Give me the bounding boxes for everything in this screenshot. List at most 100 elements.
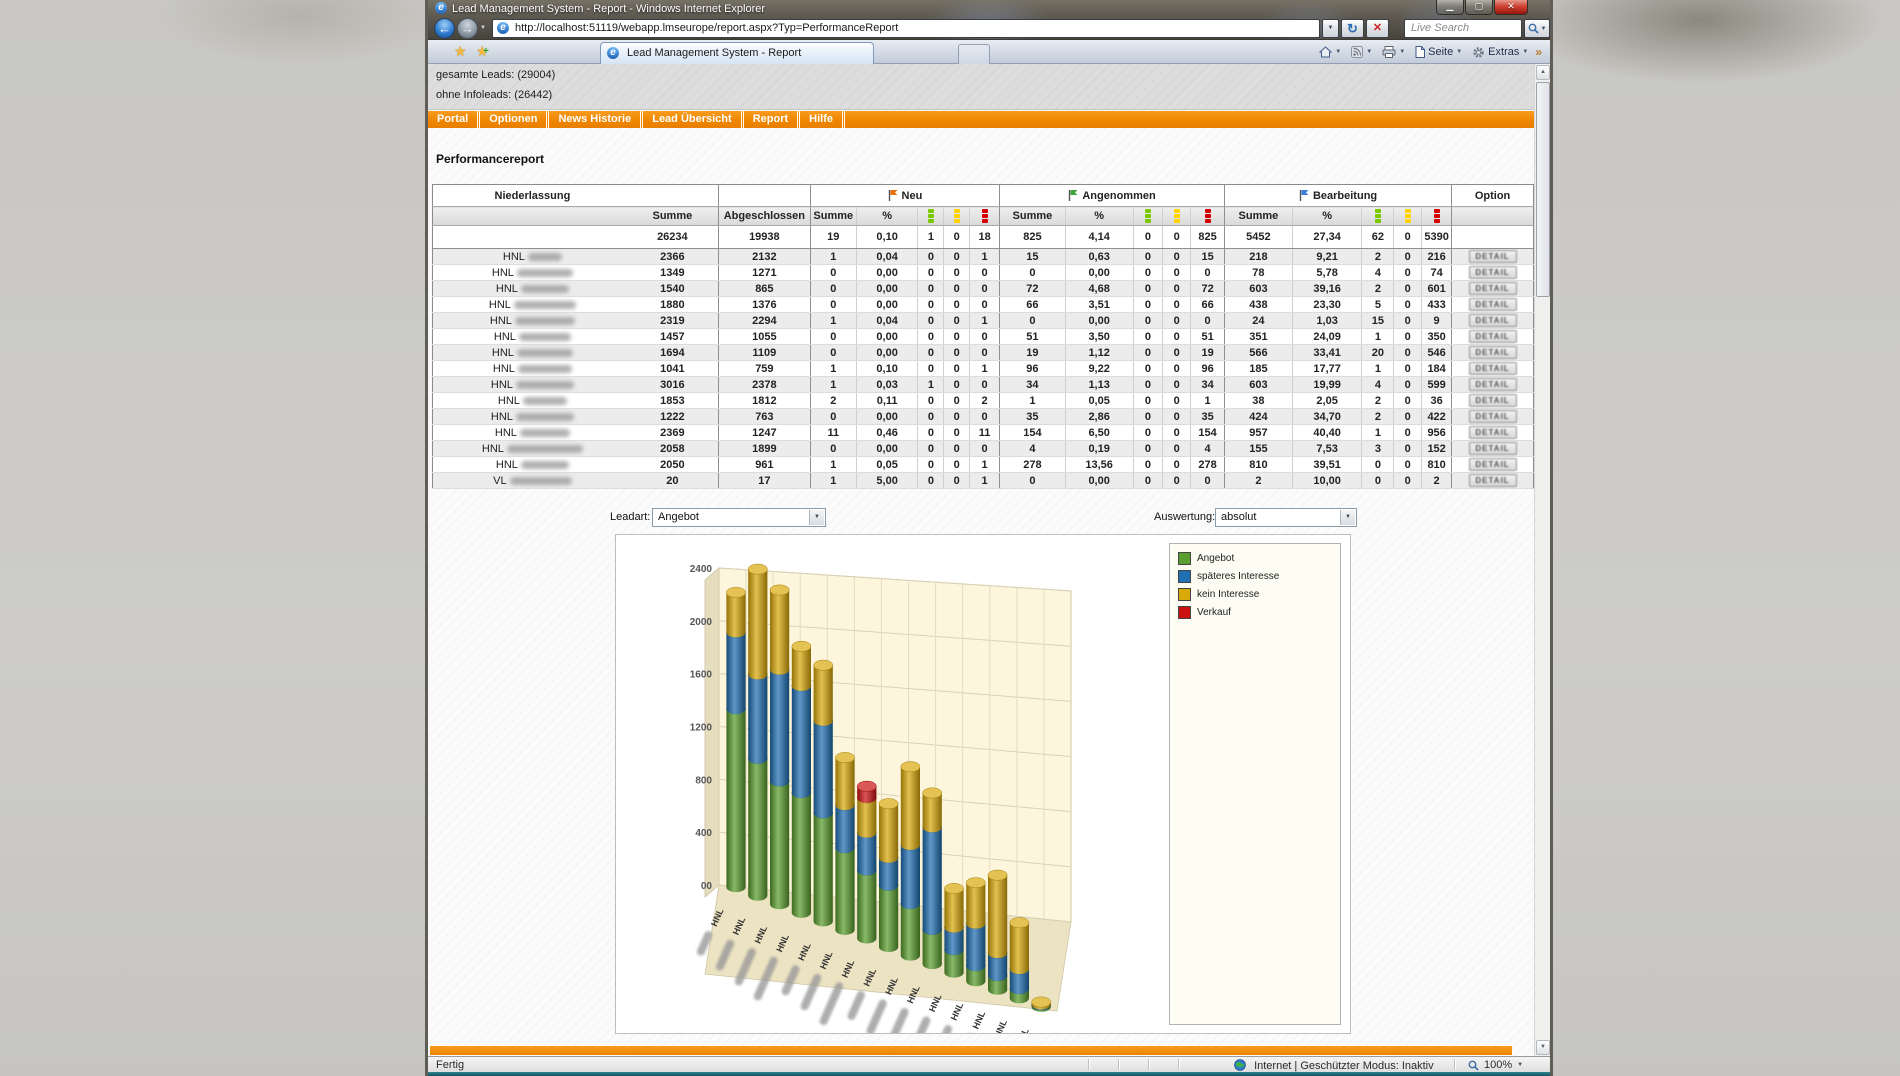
cell-value: 40,40 (1292, 425, 1362, 441)
maximize-button[interactable]: ▢ (1465, 0, 1493, 15)
cell-value: 0 (918, 345, 944, 361)
menu-item-news-historie[interactable]: News Historie (549, 111, 643, 128)
cell-value: 17,77 (1292, 361, 1362, 377)
minimize-button[interactable]: ▁ (1436, 0, 1464, 15)
feeds-button[interactable]: ▼ (1348, 45, 1375, 59)
close-button[interactable]: ✕ (1494, 0, 1528, 15)
y-axis-tick: 2400 (690, 564, 713, 575)
cell-value: 0 (1133, 441, 1163, 457)
home-button[interactable]: ▼ (1316, 45, 1344, 59)
overflow-chevron-icon[interactable]: » (1535, 45, 1542, 59)
forward-button[interactable]: → (457, 18, 478, 39)
cell-value: 0 (1133, 425, 1163, 441)
scroll-down-button[interactable]: ▼ (1536, 1040, 1550, 1055)
detail-button[interactable]: DETAIL (1469, 330, 1517, 343)
zoom-dropdown-icon[interactable]: ▼ (1517, 1062, 1523, 1068)
address-bar[interactable]: e http://localhost:51119/webapp.lmseurop… (492, 19, 1320, 38)
favorites-star-icon[interactable]: ★ (454, 43, 467, 60)
performance-table: NiederlassungNeuAngenommenBearbeitungOpt… (432, 184, 1534, 489)
cell-value: 438 (1225, 297, 1293, 313)
cell-value: 1 (970, 457, 1000, 473)
new-tab-stub[interactable] (958, 44, 990, 64)
zoom-control[interactable]: 100% ▼ (1468, 1059, 1523, 1071)
menu-item-lead-bersicht[interactable]: Lead Übersicht (643, 111, 743, 128)
cell-abgeschlossen: 1247 (718, 425, 810, 441)
history-dropdown-icon[interactable]: ▼ (480, 25, 486, 31)
traffic-light-icon (1145, 209, 1151, 223)
search-button[interactable]: ▼ (1524, 19, 1550, 38)
search-input[interactable]: Live Search (1404, 19, 1522, 38)
detail-button[interactable]: DETAIL (1469, 474, 1517, 487)
command-bar: ▼ ▼ ▼ Seite ▼ (1316, 42, 1542, 62)
detail-button[interactable]: DETAIL (1469, 314, 1517, 327)
detail-button[interactable]: DETAIL (1469, 426, 1517, 439)
table-row: HNL1349127100,0000000,00000785,784074DET… (433, 265, 1534, 281)
menu-item-report[interactable]: Report (744, 111, 800, 128)
cell-value: 0 (1163, 249, 1191, 265)
print-button[interactable]: ▼ (1379, 45, 1408, 59)
stop-button[interactable]: ✕ (1366, 19, 1389, 38)
cell-value: 0 (1163, 313, 1191, 329)
cell-value: 0 (1394, 329, 1422, 345)
menu-item-portal[interactable]: Portal (428, 111, 480, 128)
detail-button[interactable]: DETAIL (1469, 282, 1517, 295)
redacted-branch-name (523, 397, 567, 405)
cell-value: 0 (1133, 265, 1163, 281)
menu-item-hilfe[interactable]: Hilfe (800, 111, 845, 128)
detail-button[interactable]: DETAIL (1469, 410, 1517, 423)
page-menu-button[interactable]: Seite ▼ (1412, 45, 1465, 59)
table-row: HNL2058189900,0000040,190041557,5330152D… (433, 441, 1534, 457)
cell-value: 0 (1394, 393, 1422, 409)
cell-value: 0 (970, 441, 1000, 457)
detail-button[interactable]: DETAIL (1469, 346, 1517, 359)
cell-value: 2 (1362, 409, 1394, 425)
detail-button[interactable]: DETAIL (1469, 250, 1517, 263)
redacted-x-label (931, 1024, 953, 1033)
branch-name: HNL (433, 409, 627, 425)
cell-value: 2 (1362, 249, 1394, 265)
refresh-button[interactable]: ↻ (1341, 19, 1364, 38)
detail-button[interactable]: DETAIL (1469, 442, 1517, 455)
vertical-scrollbar[interactable]: ▲ ▼ (1534, 64, 1550, 1056)
scroll-up-button[interactable]: ▲ (1536, 65, 1550, 80)
auswertung-select[interactable]: absolut ▼ (1215, 508, 1357, 527)
detail-button[interactable]: DETAIL (1469, 458, 1517, 471)
add-favorite-icon[interactable]: ★ (476, 43, 489, 60)
status-bar: Fertig Internet | Geschützter Modus: Ina… (428, 1056, 1550, 1072)
cell-abgeschlossen: 1109 (718, 345, 810, 361)
cell-value: 0 (918, 425, 944, 441)
leadart-dropdown-icon[interactable]: ▼ (809, 510, 824, 525)
scrollbar-thumb[interactable] (1536, 82, 1550, 297)
cell-value: 154 (1000, 425, 1066, 441)
window-title: Lead Management System - Report - Window… (452, 3, 765, 15)
detail-button[interactable]: DETAIL (1469, 298, 1517, 311)
cell-value: 0 (1163, 441, 1191, 457)
address-dropdown-button[interactable]: ▼ (1322, 19, 1339, 38)
cell-value: 19,99 (1292, 377, 1362, 393)
tab-active[interactable]: e Lead Management System - Report (600, 42, 874, 64)
detail-button[interactable]: DETAIL (1469, 266, 1517, 279)
tools-menu-button[interactable]: Extras ▼ (1469, 45, 1531, 60)
browser-window: e Lead Management System - Report - Wind… (425, 0, 1553, 1076)
detail-button[interactable]: DETAIL (1469, 362, 1517, 375)
cell-value: 2,05 (1292, 393, 1362, 409)
auswertung-dropdown-icon[interactable]: ▼ (1340, 510, 1355, 525)
cell-value: 0,00 (1065, 265, 1133, 281)
cell-abgeschlossen: 2294 (718, 313, 810, 329)
search-dropdown-icon[interactable]: ▼ (1541, 26, 1547, 32)
cell-value: 424 (1225, 409, 1293, 425)
detail-button[interactable]: DETAIL (1469, 378, 1517, 391)
back-button[interactable]: ← (434, 18, 455, 39)
legend-label: Verkauf (1197, 607, 1231, 618)
leadart-select[interactable]: Angebot ▼ (652, 508, 826, 527)
cell-value: 0 (1000, 313, 1066, 329)
cell-option: DETAIL (1452, 409, 1534, 425)
cell-option: DETAIL (1452, 441, 1534, 457)
legend-swatch (1178, 570, 1191, 583)
menu-item-optionen[interactable]: Optionen (480, 111, 549, 128)
totals-value: 825 (1191, 226, 1225, 249)
title-bar[interactable]: e Lead Management System - Report - Wind… (428, 0, 1550, 18)
cell-value: 0 (1133, 457, 1163, 473)
detail-button[interactable]: DETAIL (1469, 394, 1517, 407)
tab-bar: ★ ★ e Lead Management System - Report ▼ … (428, 40, 1550, 64)
